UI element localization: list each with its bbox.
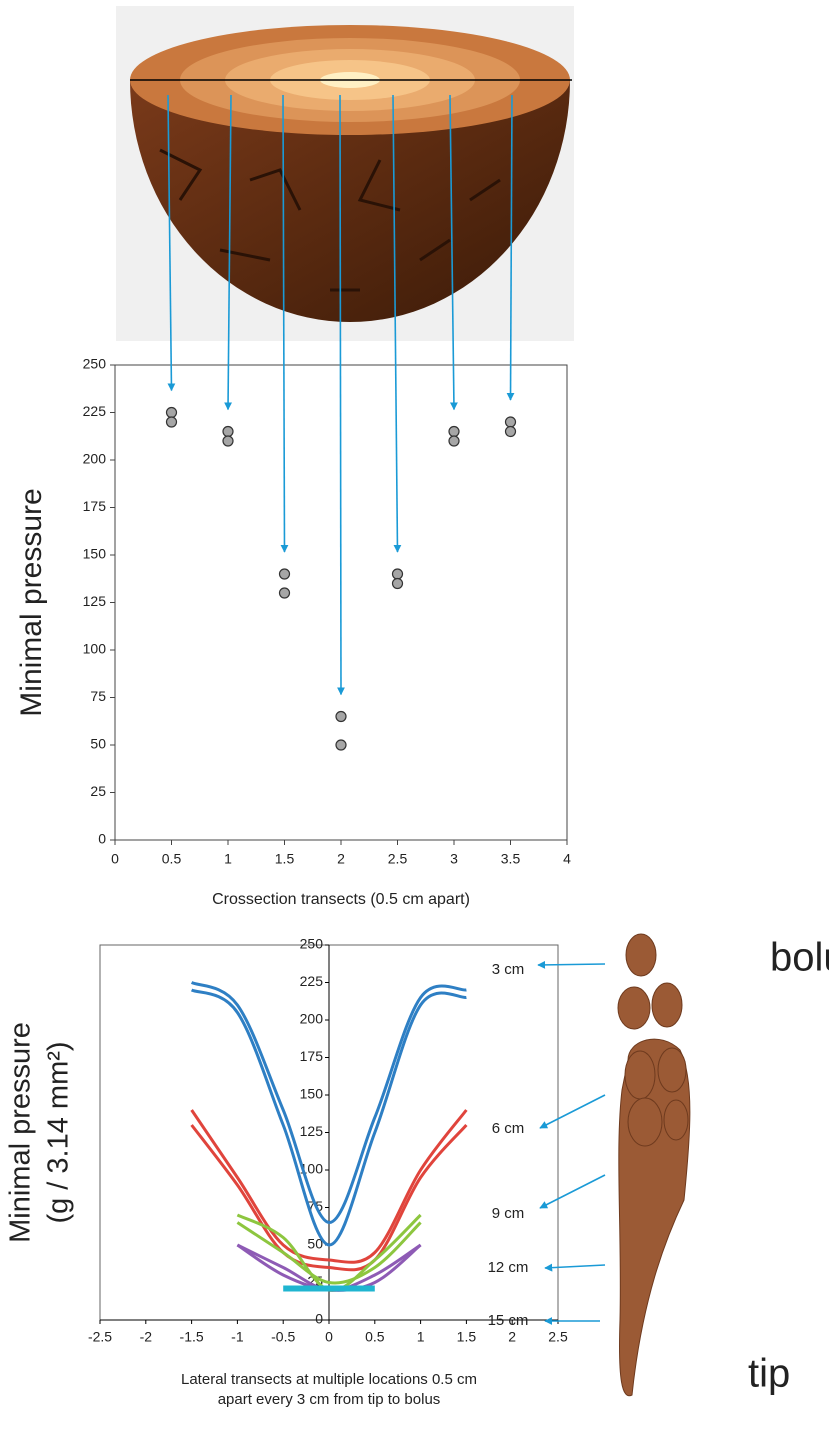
point	[391, 568, 404, 580]
x-tick-label: 3	[450, 851, 458, 867]
point	[335, 739, 347, 751]
y-tick-label: 175	[300, 1048, 324, 1064]
x-tick-label: 1.5	[457, 1329, 477, 1345]
pointer-arrow	[544, 1263, 606, 1272]
y-tick-label: 0	[98, 831, 106, 847]
y-axis-label: Minimal pressure	[15, 488, 48, 716]
y-tick-label: 200	[300, 1011, 324, 1027]
y-tick-label: 250	[300, 936, 324, 952]
point	[504, 425, 517, 438]
hemisphere-illustration	[116, 6, 574, 341]
y-axis-label: Minimal pressure	[5, 1022, 37, 1243]
x-tick-label: 4	[563, 851, 571, 867]
line-series	[236, 1221, 422, 1285]
worm-illustration	[617, 933, 691, 1397]
point	[335, 710, 347, 723]
pointer-arrow	[336, 94, 345, 696]
point	[222, 425, 234, 438]
x-tick-label: 2	[508, 1329, 516, 1345]
y-tick-label: 0	[315, 1311, 323, 1327]
point	[391, 577, 404, 590]
pellet	[625, 933, 657, 977]
point	[222, 435, 234, 447]
line-series	[190, 981, 467, 1224]
pointer-arrow	[280, 94, 289, 553]
x-tick-label: -2	[140, 1329, 153, 1345]
texture	[159, 148, 501, 292]
annotation: tip	[748, 1352, 790, 1396]
y-tick-label: 50	[90, 736, 106, 752]
y-axis-label: (g / 3.14 mm²)	[43, 1041, 75, 1223]
pointer-arrow	[537, 960, 606, 969]
x-tick-label: -1	[231, 1329, 244, 1345]
line-series	[190, 1124, 468, 1272]
x-tick-label: 0	[325, 1329, 333, 1345]
x-tick-label: 3.5	[501, 851, 521, 867]
x-tick-label: 1	[417, 1329, 425, 1345]
pointer-arrow	[392, 94, 402, 553]
pointer-arrow	[449, 94, 458, 411]
point	[165, 416, 178, 428]
hemisphere-body	[130, 80, 570, 322]
y-tick-label: 250	[83, 356, 107, 372]
pellet	[651, 982, 683, 1028]
x-axis-label: Lateral transects at multiple locations …	[181, 1371, 477, 1388]
x-tick-label: 0	[111, 851, 119, 867]
y-tick-label: 150	[83, 546, 107, 562]
x-tick-label: -2.5	[88, 1329, 112, 1345]
pellet	[663, 1099, 689, 1141]
y-tick-label: 100	[83, 641, 107, 657]
annotation: 12 cm	[488, 1259, 529, 1276]
x-axis-label: apart every 3 cm from tip to bolus	[218, 1391, 441, 1408]
annotation: 15 cm	[488, 1312, 529, 1329]
pointer-arrow	[224, 94, 233, 411]
x-tick-label: 2.5	[548, 1329, 568, 1345]
x-tick-label: 2	[337, 851, 345, 867]
pointer-arrow	[539, 1174, 606, 1209]
y-tick-label: 75	[90, 688, 106, 704]
pellet	[624, 1050, 656, 1100]
x-tick-label: -0.5	[271, 1329, 295, 1345]
point	[278, 587, 291, 599]
x-tick-label: 0.5	[365, 1329, 385, 1345]
y-tick-label: 125	[83, 593, 107, 609]
y-tick-label: 50	[307, 1236, 323, 1252]
point	[165, 406, 178, 419]
y-tick-label: 225	[83, 403, 107, 419]
y-tick-label: 225	[300, 973, 324, 989]
y-tick-label: 25	[90, 783, 106, 799]
x-axis-label: Crossection transects (0.5 cm apart)	[212, 891, 470, 908]
x-tick-label: 1	[224, 851, 232, 867]
line-series	[190, 988, 467, 1247]
annotation: 9 cm	[492, 1205, 525, 1222]
point	[448, 425, 460, 438]
x-tick-label: 2.5	[388, 851, 408, 867]
pointer-arrow	[506, 94, 515, 401]
x-tick-label: -1.5	[180, 1329, 204, 1345]
annotation: bolus	[770, 936, 829, 980]
y-tick-label: 175	[83, 498, 107, 514]
pointer-arrow	[539, 1094, 606, 1129]
annotation: 6 cm	[492, 1120, 525, 1137]
x-tick-label: 1.5	[275, 851, 295, 867]
annotation: 3 cm	[492, 961, 525, 978]
y-tick-label: 125	[300, 1123, 324, 1139]
pellet	[657, 1047, 687, 1093]
x-tick-label: 0.5	[162, 851, 182, 867]
pellet	[627, 1097, 663, 1147]
pellet	[617, 986, 651, 1030]
pointer-arrow	[167, 94, 176, 392]
line-series	[190, 1109, 468, 1264]
point	[448, 435, 460, 447]
point	[278, 568, 291, 580]
y-tick-label: 200	[83, 451, 107, 467]
y-tick-label: 150	[300, 1086, 324, 1102]
point	[504, 416, 517, 428]
